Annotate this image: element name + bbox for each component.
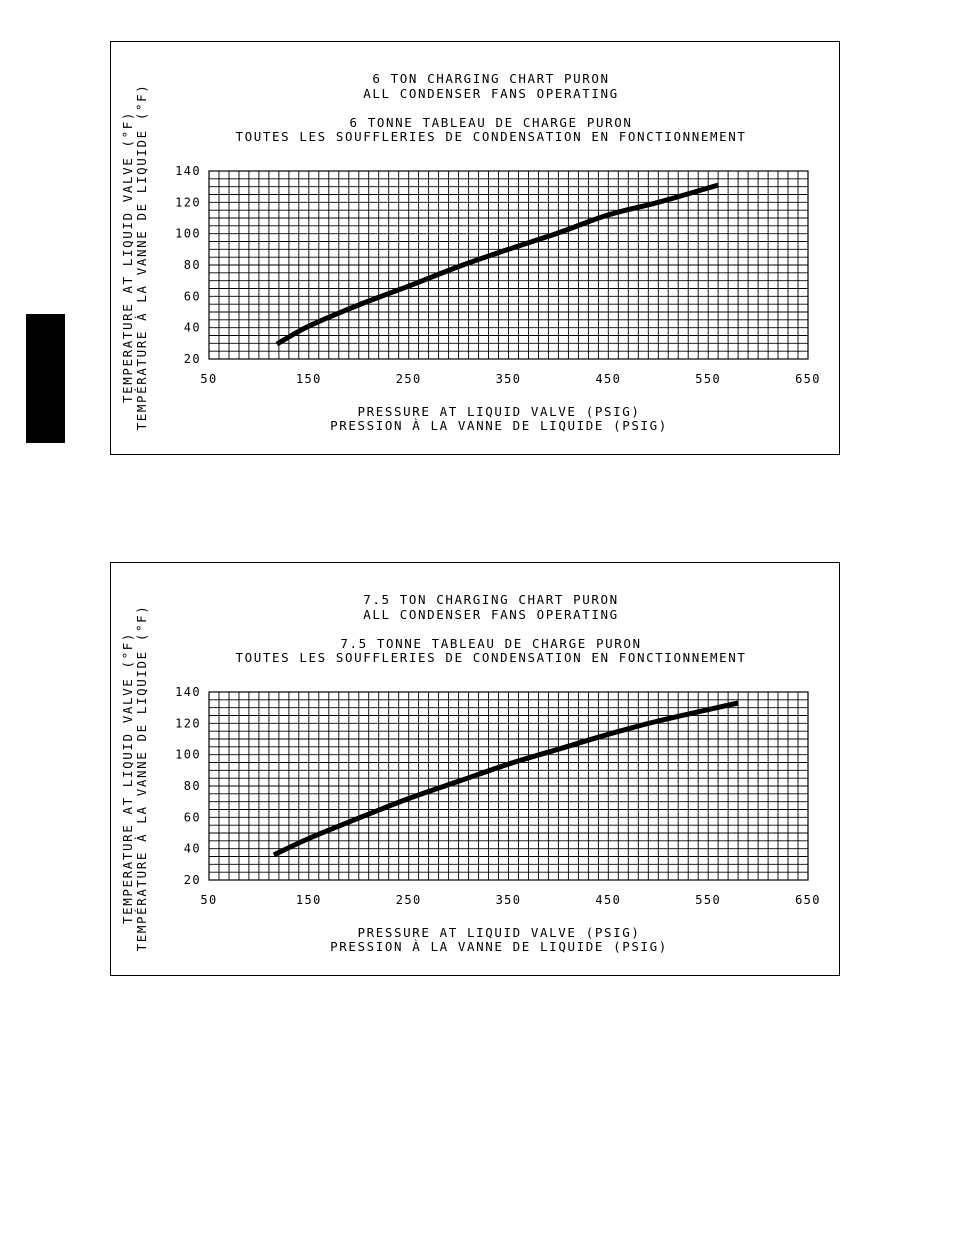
y-tick-label: 140 <box>175 164 201 178</box>
x-axis-title-fr: PRESSION À LA VANNE DE LIQUIDE (PSIG) <box>330 939 668 954</box>
chart-subtitle-line-2: TOUTES LES SOUFFLERIES DE CONDENSATION E… <box>235 129 746 144</box>
plot-area-border <box>208 170 809 360</box>
y-axis-title-fr: TEMPÉRATURE À LA VANNE DE LIQUIDE (°F) <box>134 84 149 431</box>
y-axis-title-en: TEMPERATURE AT LIQUID VALVE (°F) <box>120 111 135 403</box>
chart-subtitle-line-2: TOUTES LES SOUFFLERIES DE CONDENSATION E… <box>235 650 746 665</box>
y-tick-label: 80 <box>184 258 201 272</box>
chart-svg: 7.5 TON CHARGING CHART PURON ALL CONDENS… <box>120 592 821 954</box>
x-axis-title-en: PRESSURE AT LIQUID VALVE (PSIG) <box>358 925 641 940</box>
y-tick-label: 20 <box>184 873 201 887</box>
x-tick-label: 350 <box>496 372 522 386</box>
chart-subtitle-line-1: 7.5 TONNE TABLEAU DE CHARGE PURON <box>340 636 641 651</box>
y-tick-label: 20 <box>184 352 201 366</box>
series-layer <box>272 700 739 858</box>
section-tab-marker <box>26 314 65 443</box>
chart-svg: 6 TON CHARGING CHART PURON ALL CONDENSER… <box>120 71 821 433</box>
y-axis-title-en: TEMPERATURE AT LIQUID VALVE (°F) <box>120 632 135 924</box>
x-tick-label: 550 <box>695 372 721 386</box>
y-tick-label: 120 <box>175 716 201 730</box>
chart-title-line-2: ALL CONDENSER FANS OPERATING <box>363 86 619 101</box>
charging-curve-line <box>275 182 719 347</box>
y-tick-label: 140 <box>175 685 201 699</box>
charging-curve-line <box>272 700 739 858</box>
y-tick-label: 80 <box>184 779 201 793</box>
charging-chart-6-ton: 6 TON CHARGING CHART PURON ALL CONDENSER… <box>110 41 840 455</box>
y-tick-label: 40 <box>184 842 201 856</box>
tick-labels: 50 150 250 350 450 550 650 20 40 60 80 100 120 140 <box>175 164 821 386</box>
plot-area-border <box>208 691 809 881</box>
x-tick-label: 50 <box>200 372 217 386</box>
y-tick-label: 60 <box>184 810 201 824</box>
y-tick-label: 120 <box>175 195 201 209</box>
x-axis-title-fr: PRESSION À LA VANNE DE LIQUIDE (PSIG) <box>330 418 668 433</box>
x-tick-label: 250 <box>396 372 422 386</box>
x-tick-label: 350 <box>496 893 522 907</box>
y-axis-title-fr: TEMPÉRATURE À LA VANNE DE LIQUIDE (°F) <box>134 605 149 952</box>
x-tick-label: 450 <box>595 372 621 386</box>
y-tick-label: 100 <box>175 748 201 762</box>
y-tick-label: 100 <box>175 227 201 241</box>
series-layer <box>275 182 719 347</box>
charging-chart-7-5-ton: 7.5 TON CHARGING CHART PURON ALL CONDENS… <box>110 562 840 976</box>
x-tick-label: 150 <box>296 893 322 907</box>
x-tick-label: 50 <box>200 893 217 907</box>
x-tick-label: 150 <box>296 372 322 386</box>
tick-labels: 50 150 250 350 450 550 650 20 40 60 80 100 120 140 <box>175 685 821 907</box>
y-tick-label: 60 <box>184 289 201 303</box>
y-tick-label: 40 <box>184 321 201 335</box>
grid <box>208 691 809 881</box>
x-tick-label: 250 <box>396 893 422 907</box>
chart-title-line-2: ALL CONDENSER FANS OPERATING <box>363 607 619 622</box>
x-tick-label: 450 <box>595 893 621 907</box>
grid <box>208 170 809 360</box>
chart-title-line-1: 6 TON CHARGING CHART PURON <box>372 71 609 86</box>
x-tick-label: 550 <box>695 893 721 907</box>
chart-subtitle-line-1: 6 TONNE TABLEAU DE CHARGE PURON <box>350 115 633 130</box>
x-tick-label: 650 <box>795 893 821 907</box>
x-axis-title-en: PRESSURE AT LIQUID VALVE (PSIG) <box>358 404 641 419</box>
chart-title-line-1: 7.5 TON CHARGING CHART PURON <box>363 592 619 607</box>
x-tick-label: 650 <box>795 372 821 386</box>
